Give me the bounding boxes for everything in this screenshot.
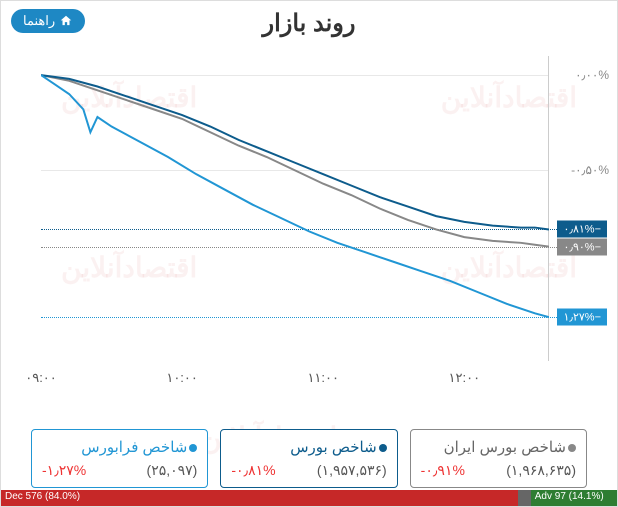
card-title: شاخص فرابورس — [42, 438, 197, 456]
card-values-row: (۱,۹۵۷,۵۳۶) -۰٫۸۱% — [231, 462, 386, 479]
card-change: -۰٫۸۱% — [231, 462, 275, 479]
card-value: (۱,۹۶۸,۶۳۵) — [506, 462, 576, 479]
card-title: شاخص بورس ایران — [421, 438, 576, 456]
card-title: شاخص بورس — [231, 438, 386, 456]
card-values-row: (۲۵,۰۹۷) -۱٫۲۷% — [42, 462, 197, 479]
series-dot-icon — [568, 444, 576, 452]
series-bourse — [41, 75, 549, 229]
x-tick-label: ۱۰:۰۰ — [166, 370, 198, 386]
card-value: (۲۵,۰۹۷) — [147, 462, 198, 479]
card-value: (۱,۹۵۷,۵۳۶) — [317, 462, 387, 479]
index-card[interactable]: شاخص بورس ایران (۱,۹۶۸,۶۳۵) -۰٫۹۱% — [410, 429, 587, 488]
series-dot-icon — [189, 444, 197, 452]
end-value-tag: ۰٫۸۱%− — [557, 221, 607, 238]
card-values-row: (۱,۹۶۸,۶۳۵) -۰٫۹۱% — [421, 462, 576, 479]
help-label: راهنما — [23, 13, 55, 29]
x-tick-label: ۱۲:۰۰ — [449, 370, 481, 386]
card-change: -۰٫۹۱% — [421, 462, 465, 479]
series-dot-icon — [379, 444, 387, 452]
breadth-segment — [518, 490, 530, 506]
help-button[interactable]: راهنما — [11, 9, 85, 33]
breadth-segment: Adv 97 (14.1%) — [531, 490, 617, 506]
card-change: -۱٫۲۷% — [42, 462, 86, 479]
y-tick-label: -۰٫۵۰% — [571, 163, 609, 177]
index-card[interactable]: شاخص بورس (۱,۹۵۷,۵۳۶) -۰٫۸۱% — [220, 429, 397, 488]
index-card[interactable]: شاخص فرابورس (۲۵,۰۹۷) -۱٫۲۷% — [31, 429, 208, 488]
page-title: روند بازار — [1, 1, 617, 38]
series-farabourse — [41, 75, 549, 317]
end-value-tag: ۰٫۹۰%− — [557, 238, 607, 255]
home-icon — [59, 14, 73, 28]
end-value-tag: ۱٫۲۷%− — [557, 309, 607, 326]
breadth-segment: Dec 576 (84.0%) — [1, 490, 518, 506]
y-tick-label: ۰٫۰۰% — [575, 68, 609, 82]
index-cards: شاخص بورس ایران(۱,۹۶۸,۶۳۵)-۰٫۹۱%شاخص بور… — [31, 429, 587, 488]
market-trend-chart: ۰٫۰۰%-۰٫۵۰%۰٫۸۱%−۰٫۹۰%−۱٫۲۷%−۰۹:۰۰۱۰:۰۰۱… — [41, 56, 549, 361]
x-tick-label: ۰۹:۰۰ — [25, 370, 57, 386]
series-iran_index — [41, 75, 549, 247]
breadth-bar: Dec 576 (84.0%) Adv 97 (14.1%) — [1, 490, 617, 506]
chart-lines — [41, 56, 549, 361]
x-tick-label: ۱۱:۰۰ — [307, 370, 339, 386]
